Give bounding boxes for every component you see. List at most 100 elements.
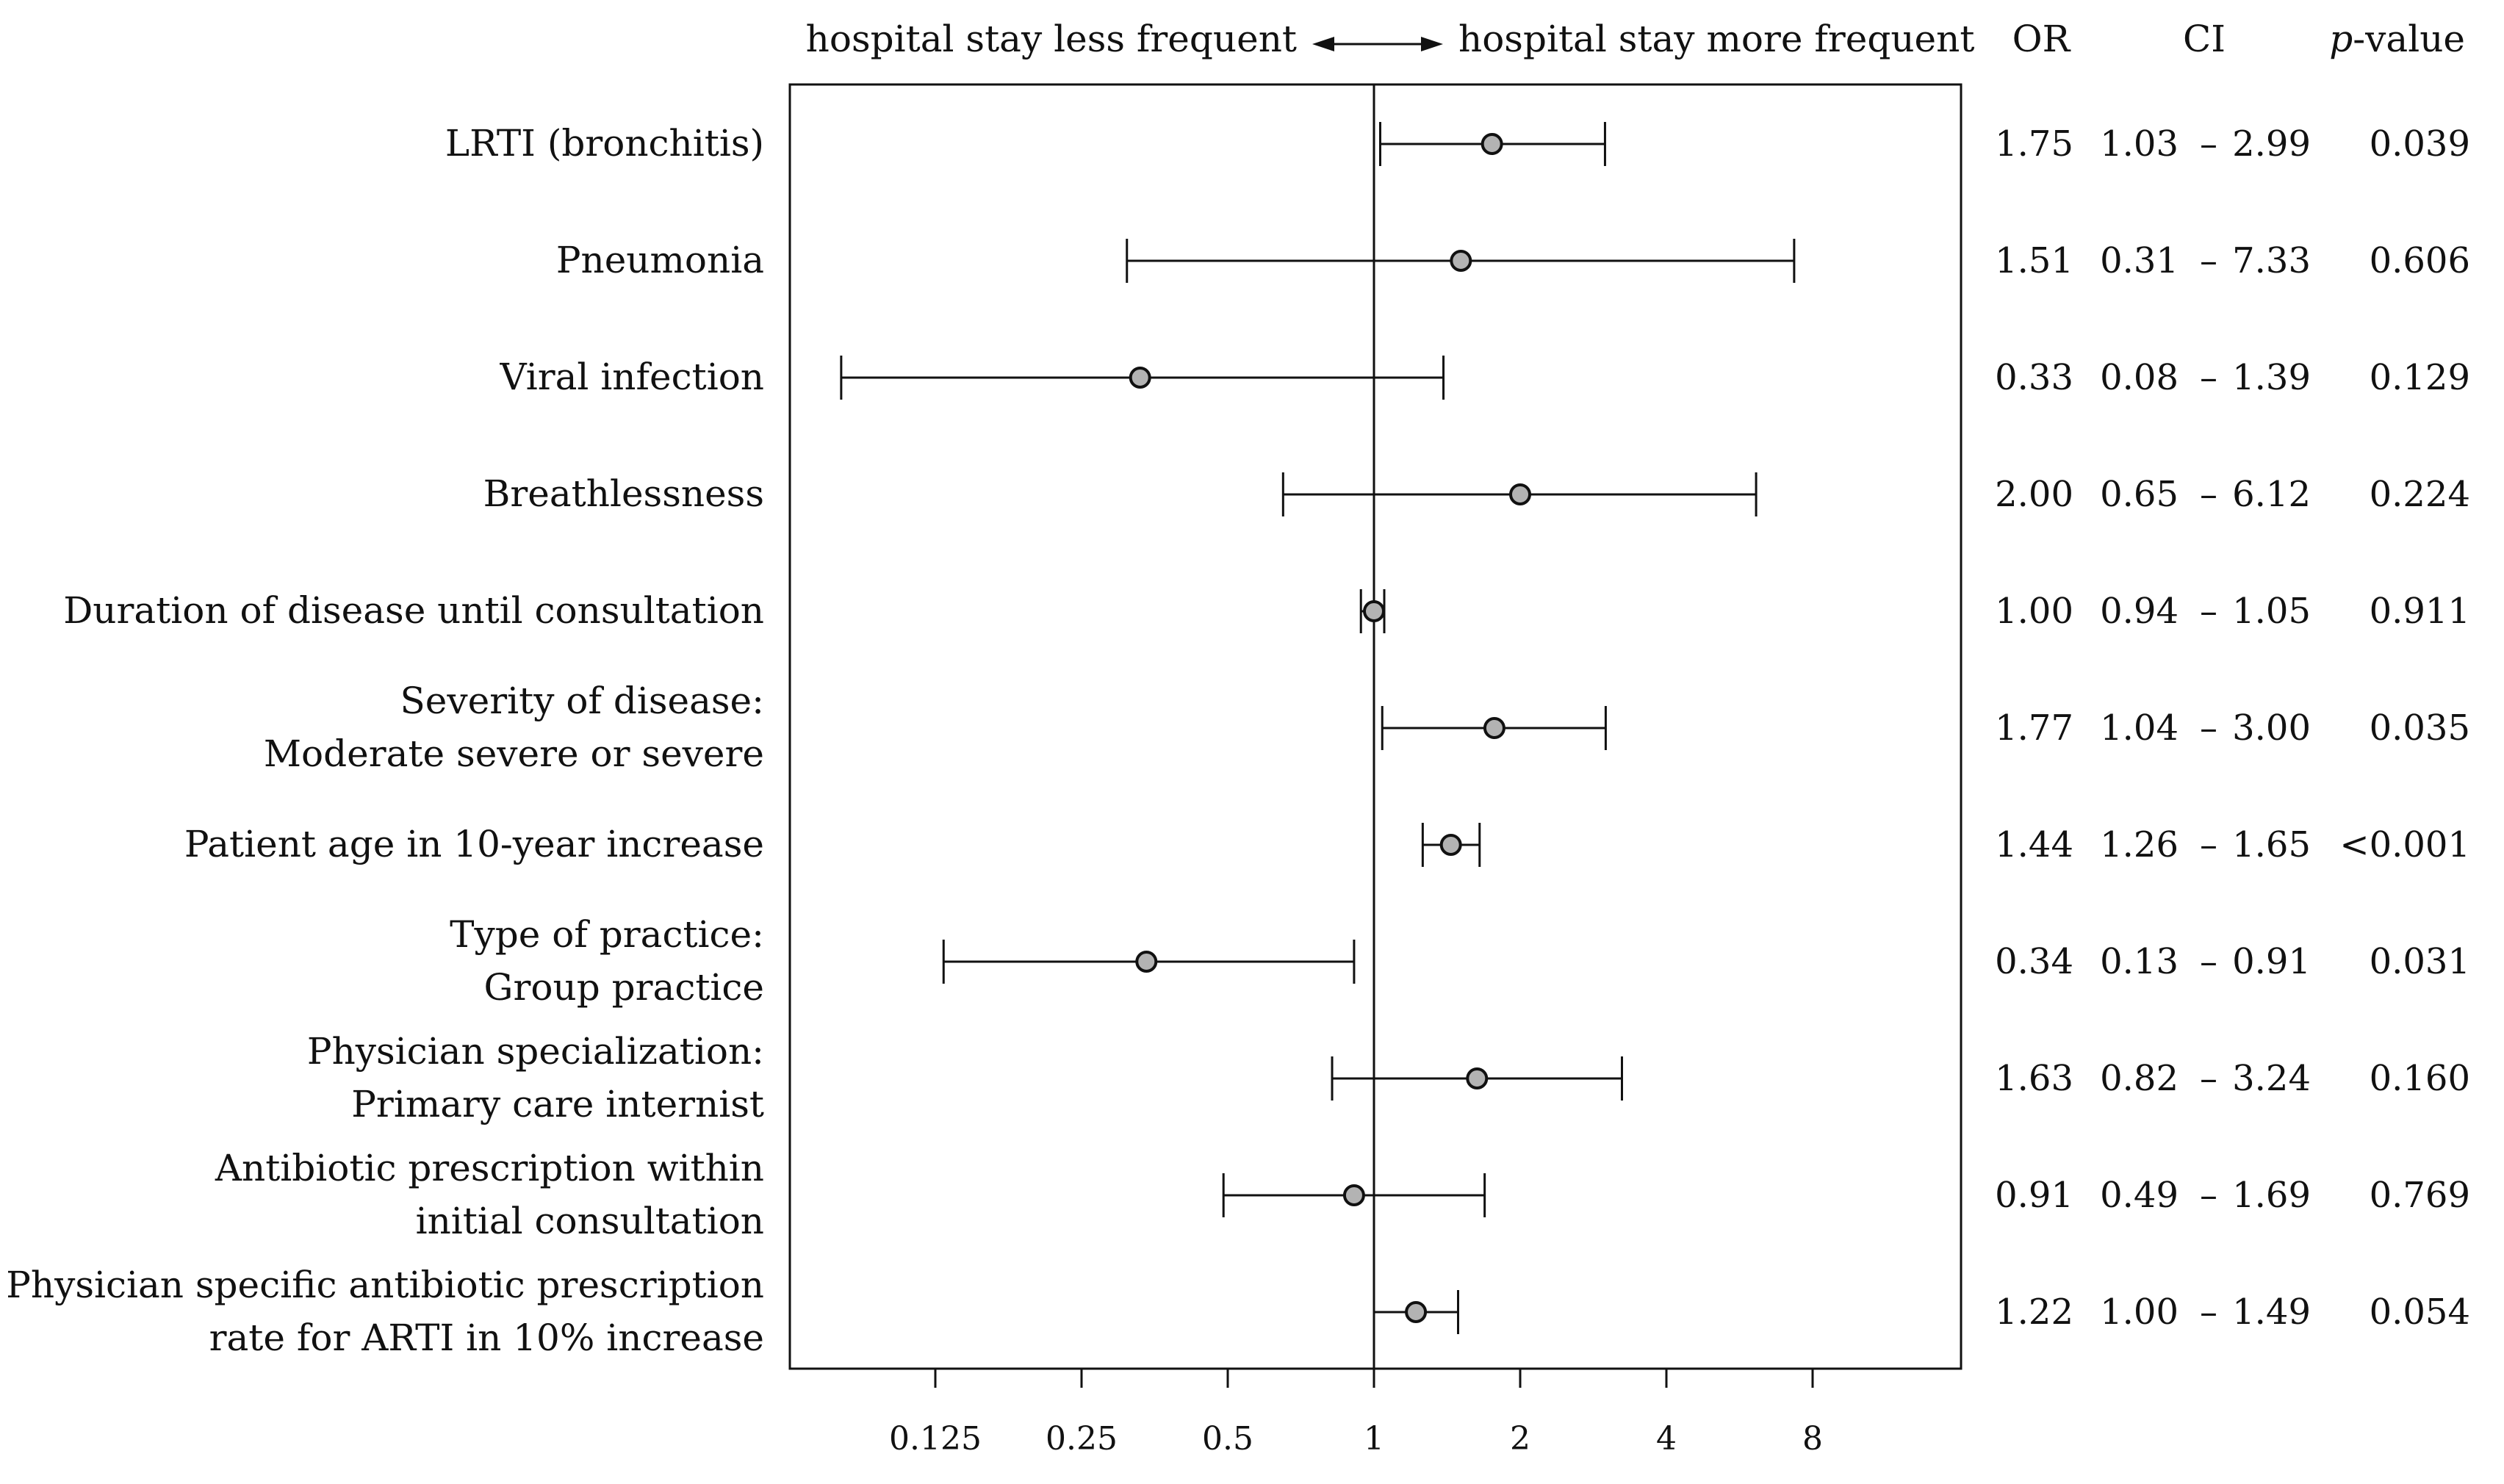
ci-lower: 0.13 (2100, 941, 2179, 982)
x-tick-label: 8 (1802, 1420, 1823, 1458)
ci-lower: 0.49 (2100, 1175, 2179, 1216)
row-label: rate for ARTI in 10% increase (209, 1316, 764, 1359)
forest-row: Duration of disease until consultation 1.… (63, 589, 2470, 633)
x-tick-label: 0.125 (889, 1420, 982, 1458)
p-value: 0.606 (2370, 240, 2470, 281)
or-value: 1.44 (1995, 824, 2073, 865)
row-label: Severity of disease: (400, 680, 764, 722)
ci-upper: 6.12 (2232, 474, 2311, 515)
double-arrow-icon (1312, 37, 1443, 51)
ci-lower: 0.65 (2100, 474, 2179, 515)
ci-upper: 1.05 (2232, 591, 2311, 632)
odds-ratio-marker (1450, 250, 1472, 272)
or-value: 1.77 (1995, 707, 2073, 749)
direction-less-frequent: hospital stay less frequent (806, 18, 1297, 60)
row-label: Primary care internist (351, 1083, 764, 1125)
forest-row: Physician specific antibiotic prescripti… (6, 1264, 2470, 1359)
ci-lower: 1.26 (2100, 824, 2179, 865)
ci-separator: – (2200, 591, 2217, 632)
row-label: Duration of disease until consultation (63, 589, 764, 632)
forest-row: Pneumonia 1.51 0.31–7.33 0.606 (556, 239, 2470, 283)
ci-separator: – (2200, 824, 2217, 865)
odds-ratio-marker (1135, 951, 1158, 973)
ci-upper: 1.39 (2232, 357, 2311, 398)
ci-separator: – (2200, 357, 2217, 398)
p-value: 0.054 (2370, 1292, 2470, 1333)
ci-lower: 1.04 (2100, 707, 2179, 749)
x-axis: 0.125 0.25 0.5 1 2 4 8 (889, 1369, 1823, 1458)
row-label: Breathlessness (483, 472, 764, 515)
or-value: 2.00 (1995, 474, 2073, 515)
or-value: 0.34 (1995, 941, 2073, 982)
or-value: 1.00 (1995, 591, 2073, 632)
or-value: 0.91 (1995, 1175, 2073, 1216)
p-value: <0.001 (2339, 824, 2470, 865)
row-label: LRTI (bronchitis) (445, 122, 764, 165)
ci-upper: 3.00 (2232, 707, 2311, 749)
row-label: Physician specialization: (307, 1030, 764, 1073)
rows: LRTI (bronchitis) 1.75 1.03–2.99 0.039Pneum… (6, 122, 2470, 1359)
or-value: 1.63 (1995, 1058, 2073, 1099)
row-label: Type of practice: (450, 913, 764, 956)
ci-upper: 0.91 (2232, 941, 2311, 982)
odds-ratio-marker (1439, 834, 1462, 856)
or-value: 1.22 (1995, 1292, 2073, 1333)
direction-more-frequent: hospital stay more frequent (1458, 18, 1974, 60)
odds-ratio-marker (1405, 1301, 1428, 1323)
forest-row: Breathlessness 2.00 0.65–6.12 0.224 (483, 472, 2470, 516)
p-value: 0.224 (2370, 474, 2470, 515)
forest-row: Antibiotic prescription within initial co… (215, 1147, 2470, 1242)
ci-lower: 0.94 (2100, 591, 2179, 632)
odds-ratio-marker (1129, 367, 1151, 389)
p-value: 0.160 (2370, 1058, 2470, 1099)
ci-separator: – (2200, 1058, 2217, 1099)
odds-ratio-marker (1466, 1067, 1489, 1089)
row-label: Pneumonia (556, 239, 764, 281)
x-tick-label: 4 (1656, 1420, 1677, 1458)
row-label: Moderate severe or severe (264, 732, 764, 775)
ci-separator: – (2200, 474, 2217, 515)
or-value: 1.75 (1995, 123, 2073, 165)
x-tick-label: 2 (1510, 1420, 1530, 1458)
x-tick-label: 0.5 (1202, 1420, 1253, 1458)
row-label: Patient age in 10-year increase (184, 823, 764, 865)
odds-ratio-marker (1342, 1184, 1365, 1206)
odds-ratio-marker (1481, 133, 1503, 155)
or-value: 1.51 (1995, 240, 2073, 281)
x-tick-label: 1 (1364, 1420, 1384, 1458)
forest-row: LRTI (bronchitis) 1.75 1.03–2.99 0.039 (445, 122, 2470, 166)
ci-upper: 2.99 (2232, 123, 2311, 165)
forest-row: Physician specialization: Primary care in… (307, 1030, 2470, 1125)
p-value: 0.129 (2370, 357, 2470, 398)
column-header-p-value: p-value (2329, 18, 2465, 60)
p-italic: p (2329, 18, 2353, 60)
p-value: 0.035 (2370, 707, 2470, 749)
or-value: 0.33 (1995, 357, 2073, 398)
ci-upper: 1.69 (2232, 1175, 2311, 1216)
p-value-suffix: -value (2353, 18, 2465, 60)
row-label: initial consultation (416, 1200, 764, 1242)
ci-lower: 1.03 (2100, 123, 2179, 165)
forest-row: Viral infection 0.33 0.08–1.39 0.129 (500, 356, 2470, 400)
header: hospital stay less frequent hospital sta… (806, 18, 2465, 60)
p-value: 0.911 (2370, 591, 2470, 632)
p-value: 0.039 (2370, 123, 2470, 165)
ci-upper: 1.49 (2232, 1292, 2311, 1333)
forest-row: Patient age in 10-year increase 1.44 1.26–… (184, 823, 2470, 867)
forest-row: Severity of disease: Moderate severe or s… (264, 680, 2470, 775)
ci-separator: – (2200, 123, 2217, 165)
forest-row: Type of practice: Group practice 0.34 0.13–… (450, 913, 2470, 1009)
ci-separator: – (2200, 941, 2217, 982)
ci-upper: 7.33 (2232, 240, 2311, 281)
p-value: 0.769 (2370, 1175, 2470, 1216)
ci-upper: 1.65 (2232, 824, 2311, 865)
odds-ratio-marker (1363, 600, 1385, 622)
ci-separator: – (2200, 240, 2217, 281)
row-label: Physician specific antibiotic prescripti… (6, 1264, 764, 1306)
ci-lower: 0.82 (2100, 1058, 2179, 1099)
ci-upper: 3.24 (2232, 1058, 2311, 1099)
row-label: Viral infection (500, 356, 765, 398)
row-label: Antibiotic prescription within (215, 1147, 764, 1189)
ci-lower: 1.00 (2100, 1292, 2179, 1333)
